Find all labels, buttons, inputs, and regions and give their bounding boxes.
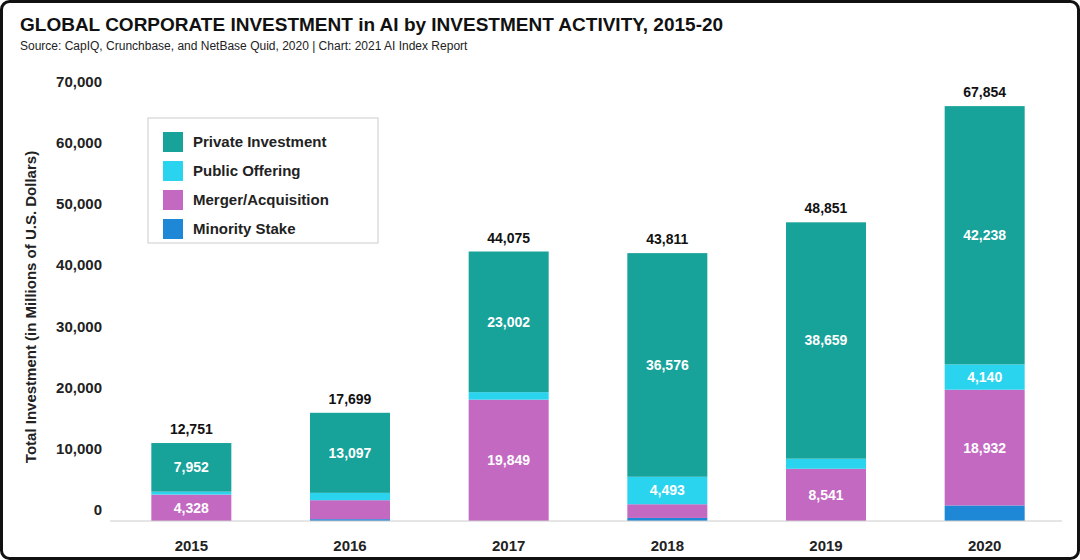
y-tick-label: 0 xyxy=(94,501,102,518)
data-label: 23,002 xyxy=(487,314,530,330)
total-label: 67,854 xyxy=(963,84,1006,100)
y-tick xyxy=(106,398,110,399)
bar-segment xyxy=(945,390,1025,506)
legend-label: Merger/Acquisition xyxy=(193,191,329,208)
bar-segment xyxy=(786,469,866,521)
title: GLOBAL CORPORATE INVESTMENT in AI by INV… xyxy=(20,14,723,35)
data-label: 4,493 xyxy=(650,482,685,498)
bar-segment xyxy=(151,443,231,492)
y-tick xyxy=(106,276,110,277)
x-tick-label: 2017 xyxy=(492,537,525,554)
data-label: 18,932 xyxy=(963,440,1006,456)
y-tick-label: 20,000 xyxy=(56,379,102,396)
x-tick-label: 2020 xyxy=(968,537,1001,554)
chart: GLOBAL CORPORATE INVESTMENT in AI by INV… xyxy=(0,0,1080,560)
x-tick-label: 2016 xyxy=(333,537,366,554)
y-tick-label: 40,000 xyxy=(56,256,102,273)
y-ticks: 0 10,000 20,000 30,000 40,000 50,000 60,000 70,… xyxy=(56,73,110,521)
total-label: 44,075 xyxy=(487,230,530,246)
bar-segment xyxy=(469,400,549,521)
legend-swatch xyxy=(163,161,183,181)
x-axis-line xyxy=(110,521,1062,522)
legend-swatch xyxy=(163,132,183,152)
y-tick-label: 10,000 xyxy=(56,440,102,457)
data-label: 4,328 xyxy=(174,500,209,516)
y-tick xyxy=(106,93,110,94)
bar-segment xyxy=(469,392,549,399)
bar-segment xyxy=(786,222,866,458)
data-label: 8,541 xyxy=(808,487,843,503)
y-tick-label: 60,000 xyxy=(56,134,102,151)
bar-segment xyxy=(627,253,707,477)
legend: Private Investment Public Offering Merger/… xyxy=(148,118,378,243)
data-label: 36,576 xyxy=(646,357,689,373)
frame xyxy=(2,2,1079,559)
y-tick-label: 30,000 xyxy=(56,318,102,335)
bar-segment xyxy=(310,500,390,519)
data-label: 19,849 xyxy=(487,452,530,468)
total-label: 43,811 xyxy=(646,231,688,247)
data-labels: 4,328 7,952 13,097 19,849 23,002 4,493 36,576 8… xyxy=(170,84,1006,516)
bar-segment xyxy=(945,505,1025,521)
bar-segment xyxy=(627,477,707,504)
total-label: 12,751 xyxy=(170,421,213,437)
data-label: 4,140 xyxy=(967,369,1002,385)
data-label: 13,097 xyxy=(329,445,372,461)
legend-label: Private Investment xyxy=(193,133,326,150)
bar-segment xyxy=(786,459,866,469)
legend-label: Minority Stake xyxy=(193,220,296,237)
legend-box xyxy=(148,118,378,243)
bar-segment xyxy=(151,492,231,495)
y-tick xyxy=(106,521,110,522)
bar-segment xyxy=(945,364,1025,389)
subtitle: Source: CapIQ, Crunchbase, and NetBase Q… xyxy=(20,39,468,53)
legend-swatch xyxy=(163,219,183,239)
data-label: 42,238 xyxy=(963,227,1006,243)
y-tick xyxy=(106,154,110,155)
y-tick xyxy=(106,337,110,338)
y-tick-label: 50,000 xyxy=(56,195,102,212)
bar-segment xyxy=(310,493,390,500)
y-tick-label: 70,000 xyxy=(56,73,102,90)
legend-label: Public Offering xyxy=(193,162,301,179)
bar-segment xyxy=(310,413,390,493)
bar-segment xyxy=(151,495,231,521)
bar-segment xyxy=(945,106,1025,364)
data-label: 7,952 xyxy=(174,459,209,475)
legend-swatch xyxy=(163,190,183,210)
total-label: 48,851 xyxy=(805,200,848,216)
bars xyxy=(151,106,1024,521)
y-tick xyxy=(106,459,110,460)
x-tick-label: 2019 xyxy=(809,537,842,554)
bar-segment xyxy=(469,252,549,393)
total-label: 17,699 xyxy=(329,391,372,407)
x-tick-label: 2018 xyxy=(651,537,684,554)
bar-segment xyxy=(627,504,707,518)
x-tick-label: 2015 xyxy=(175,537,208,554)
data-label: 38,659 xyxy=(805,332,848,348)
y-axis-label: Total Investment (in Millions of U.S. Do… xyxy=(22,151,39,463)
y-tick xyxy=(106,215,110,216)
